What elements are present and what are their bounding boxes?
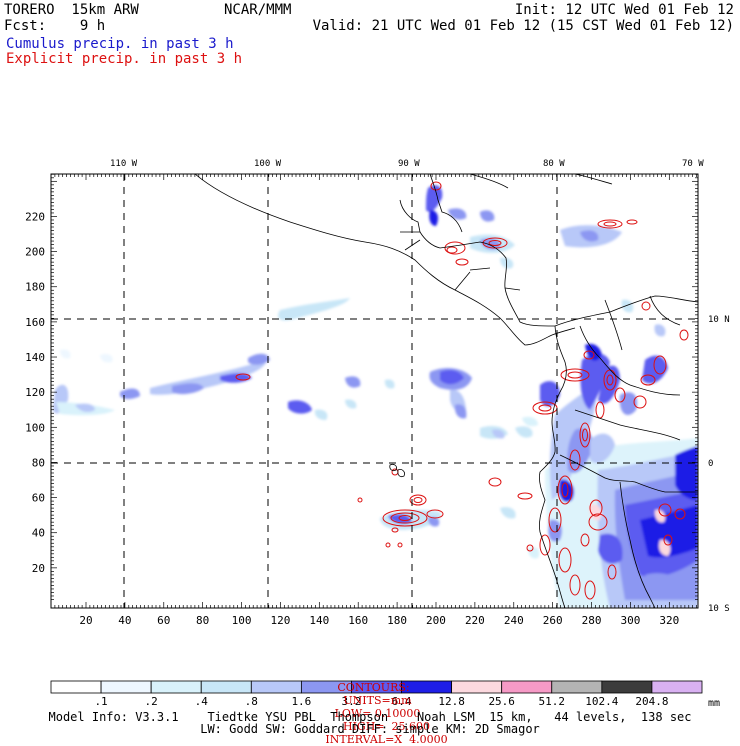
contour-high: HIGH= 25.600	[342, 720, 431, 733]
longitude-label: 100 W	[254, 159, 282, 169]
axis-ticks	[50, 173, 698, 608]
model-title: TORERO 15km ARW	[4, 2, 139, 18]
x-tick-label: 220	[465, 614, 485, 627]
field-label-explicit: Explicit precip. in past 3 h	[6, 51, 243, 67]
longitude-labels: 110 W 100 W 90 W 80 W 70 W	[110, 159, 704, 169]
latitude-label: 10 N	[708, 315, 730, 325]
longitude-label: 110 W	[110, 159, 138, 169]
colorbar-unit: mm	[708, 698, 720, 709]
longitude-label: 90 W	[398, 159, 420, 169]
x-tick-label: 140	[309, 614, 329, 627]
x-tick-label: 240	[504, 614, 524, 627]
colorbar-label: 3.2	[342, 695, 362, 708]
plot-frame	[50, 173, 699, 609]
model-info-line1: Model Info: V3.3.1 Tiedtke YSU PBL Thomp…	[48, 710, 692, 724]
x-tick-label: 160	[348, 614, 368, 627]
contour-units: UNITS=mm	[343, 694, 412, 707]
x-tick-label: 200	[426, 614, 446, 627]
longitude-label: 70 W	[682, 159, 704, 169]
latitude-label: 10 S	[708, 604, 730, 614]
colorbar-label: 102.4	[585, 695, 618, 708]
y-tick-label: 20	[32, 562, 45, 575]
latitude-labels: 10 N 0 10 S	[708, 315, 730, 614]
y-tick-label: 60	[32, 492, 45, 505]
x-tick-label: 260	[543, 614, 563, 627]
x-tick-label: 320	[659, 614, 679, 627]
init-time: Init: 12 UTC Wed 01 Feb 12	[514, 2, 734, 18]
colorbar-label: 51.2	[539, 695, 566, 708]
x-grid-labels: 20 40 60 80 100 120 140 160 180 200 220 240 260 280 30…	[79, 614, 679, 627]
x-tick-label: 20	[79, 614, 92, 627]
explicit-precip-contours	[235, 181, 689, 600]
colorbar-label: 1.6	[291, 695, 311, 708]
x-tick-label: 100	[232, 614, 252, 627]
field-label-cumulus: Cumulus precip. in past 3 h	[6, 36, 234, 52]
colorbar-label: .4	[195, 695, 209, 708]
x-tick-label: 120	[271, 614, 291, 627]
institution-label: NCAR/MMM	[224, 2, 292, 18]
contour-label: CONTOURS:	[337, 681, 410, 694]
y-tick-label: 200	[25, 246, 45, 259]
y-tick-label: 100	[25, 421, 45, 434]
colorbar-label: 6.4	[392, 695, 412, 708]
colorbar-label: 204.8	[635, 695, 668, 708]
x-tick-label: 80	[196, 614, 209, 627]
y-tick-label: 220	[25, 210, 45, 223]
cumulus-precip-shading	[53, 185, 698, 608]
colorbar-label: 25.6	[488, 695, 515, 708]
x-tick-label: 280	[582, 614, 602, 627]
y-tick-label: 80	[32, 456, 45, 469]
latitude-label: 0	[708, 459, 713, 469]
colorbar-swatch	[651, 680, 703, 694]
y-tick-label: 180	[25, 281, 45, 294]
precip-colorbar: .1 .2 .4 .8 1.6 3.2 6.4 12.8 25.6 51.2 102.4 204.8 m…	[50, 680, 720, 709]
precip-field	[53, 174, 698, 608]
y-grid-labels: 20 40 60 80 100 120 140 160 180 200 220	[25, 210, 45, 574]
colorbar-label: 12.8	[438, 695, 465, 708]
x-tick-label: 180	[387, 614, 407, 627]
forecast-hour: Fcst: 9 h	[4, 18, 106, 34]
y-tick-label: 160	[25, 316, 45, 329]
x-tick-label: 300	[620, 614, 640, 627]
contour-low: LOW= 0.10000	[334, 707, 421, 720]
model-info-line2: LW: Godd SW: Goddard DIFF: simple KM: 2D…	[200, 722, 540, 736]
x-tick-label: 40	[118, 614, 131, 627]
colorbar-label: .1	[94, 695, 107, 708]
valid-time: Valid: 21 UTC Wed 01 Feb 12 (15 CST Wed …	[312, 18, 734, 34]
colorbar-label: .8	[245, 695, 258, 708]
lat-lon-grid	[51, 174, 698, 608]
x-tick-label: 60	[157, 614, 170, 627]
y-tick-label: 40	[32, 527, 45, 540]
colorbar-label: .2	[145, 695, 158, 708]
y-tick-label: 120	[25, 386, 45, 399]
longitude-label: 80 W	[543, 159, 565, 169]
y-tick-label: 140	[25, 351, 45, 364]
